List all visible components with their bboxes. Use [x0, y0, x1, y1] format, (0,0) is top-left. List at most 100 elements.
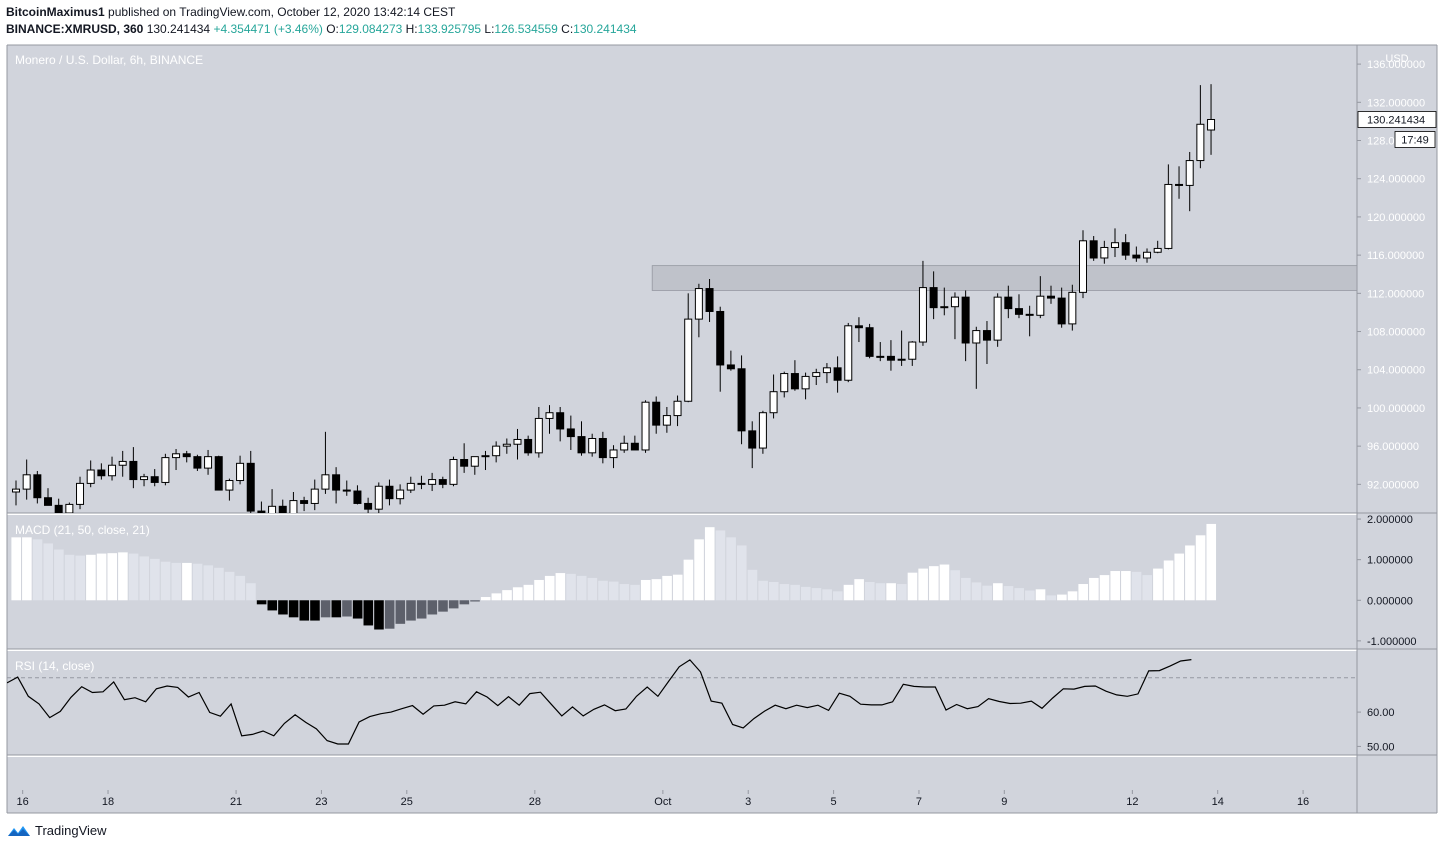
- macd-histogram-bar[interactable]: [608, 581, 619, 601]
- macd-histogram-bar[interactable]: [182, 562, 192, 601]
- candle[interactable]: [225, 478, 234, 501]
- candle[interactable]: [108, 456, 117, 481]
- macd-histogram-bar[interactable]: [192, 563, 203, 601]
- macd-histogram-bar[interactable]: [11, 537, 21, 601]
- macd-histogram-bar[interactable]: [502, 590, 512, 601]
- candle[interactable]: [705, 279, 714, 322]
- candle[interactable]: [886, 340, 895, 371]
- macd-histogram-bar[interactable]: [630, 584, 640, 601]
- macd-histogram-bar[interactable]: [544, 575, 555, 601]
- candle[interactable]: [1036, 276, 1045, 319]
- candle[interactable]: [204, 449, 213, 475]
- candle[interactable]: [1057, 287, 1066, 328]
- price-pane[interactable]: [12, 84, 1358, 522]
- candle[interactable]: [908, 341, 917, 366]
- macd-histogram-bar[interactable]: [1163, 560, 1174, 601]
- candle[interactable]: [353, 485, 362, 505]
- candle[interactable]: [972, 326, 981, 389]
- macd-histogram-bar[interactable]: [224, 571, 235, 601]
- candle[interactable]: [822, 363, 831, 384]
- candle[interactable]: [321, 431, 330, 494]
- candle[interactable]: [801, 372, 810, 400]
- macd-histogram-bar[interactable]: [75, 555, 86, 601]
- macd-histogram-bar[interactable]: [470, 600, 480, 602]
- candle[interactable]: [193, 454, 202, 471]
- macd-histogram-bar[interactable]: [1099, 575, 1110, 601]
- macd-histogram-bar[interactable]: [1110, 571, 1121, 601]
- candle[interactable]: [566, 415, 575, 450]
- candle[interactable]: [1100, 240, 1109, 264]
- candle[interactable]: [236, 455, 245, 485]
- macd-histogram-bar[interactable]: [971, 582, 982, 601]
- candle[interactable]: [620, 435, 629, 453]
- candle[interactable]: [556, 406, 565, 442]
- macd-histogram-bar[interactable]: [1121, 571, 1131, 601]
- candle[interactable]: [897, 330, 906, 366]
- macd-histogram-bar[interactable]: [128, 553, 139, 601]
- candle[interactable]: [172, 449, 181, 471]
- candle[interactable]: [1185, 151, 1194, 212]
- candle[interactable]: [1004, 285, 1013, 319]
- candle[interactable]: [876, 342, 885, 362]
- candle[interactable]: [481, 450, 490, 471]
- macd-histogram-bar[interactable]: [865, 582, 875, 601]
- macd-histogram-bar[interactable]: [459, 600, 470, 605]
- macd-histogram-bar[interactable]: [54, 549, 64, 601]
- candle[interactable]: [1143, 248, 1152, 263]
- macd-histogram-bar[interactable]: [352, 600, 363, 619]
- macd-histogram-bar[interactable]: [619, 584, 630, 601]
- macd-histogram-bar[interactable]: [929, 566, 939, 601]
- macd-histogram-bar[interactable]: [1014, 588, 1024, 601]
- candle[interactable]: [961, 290, 970, 362]
- candle[interactable]: [182, 450, 191, 463]
- candle[interactable]: [257, 501, 266, 522]
- candle[interactable]: [524, 435, 533, 456]
- macd-histogram-bar[interactable]: [118, 552, 128, 601]
- macd-histogram-bar[interactable]: [1025, 590, 1035, 601]
- candle[interactable]: [1121, 234, 1130, 260]
- macd-histogram-bar[interactable]: [662, 575, 672, 601]
- macd-histogram-bar[interactable]: [566, 573, 576, 601]
- macd-histogram-bar[interactable]: [1067, 591, 1078, 601]
- macd-histogram-bar[interactable]: [1153, 568, 1163, 601]
- candle[interactable]: [1196, 85, 1205, 169]
- candle[interactable]: [1068, 284, 1077, 331]
- candle[interactable]: [65, 502, 74, 517]
- macd-histogram-bar[interactable]: [22, 537, 32, 601]
- candle[interactable]: [769, 374, 778, 419]
- candle[interactable]: [460, 443, 469, 473]
- candle[interactable]: [588, 433, 597, 457]
- candle[interactable]: [609, 445, 618, 469]
- macd-histogram-bar[interactable]: [961, 577, 971, 601]
- candle[interactable]: [54, 498, 63, 520]
- candle[interactable]: [129, 447, 138, 489]
- macd-histogram-bar[interactable]: [555, 573, 566, 601]
- macd-histogram-bar[interactable]: [982, 585, 992, 601]
- candle[interactable]: [1089, 236, 1098, 261]
- macd-histogram-bar[interactable]: [576, 575, 587, 601]
- macd-histogram-bar[interactable]: [342, 600, 352, 617]
- candle[interactable]: [833, 356, 842, 393]
- macd-histogram-bar[interactable]: [779, 584, 790, 601]
- candle[interactable]: [246, 450, 255, 517]
- macd-histogram-bar[interactable]: [715, 530, 726, 601]
- macd-histogram-bar[interactable]: [587, 577, 598, 601]
- candle[interactable]: [737, 355, 746, 445]
- candle[interactable]: [940, 287, 949, 316]
- macd-histogram-bar[interactable]: [278, 600, 288, 615]
- candle[interactable]: [150, 469, 159, 487]
- macd-histogram-bar[interactable]: [374, 600, 384, 630]
- macd-histogram-bar[interactable]: [918, 568, 928, 601]
- candle[interactable]: [790, 360, 799, 391]
- macd-histogram-bar[interactable]: [43, 543, 54, 601]
- macd-histogram-bar[interactable]: [384, 600, 395, 629]
- candle[interactable]: [406, 476, 415, 493]
- macd-histogram-bar[interactable]: [1003, 586, 1014, 601]
- candle[interactable]: [12, 480, 20, 506]
- time-axis[interactable]: 16 18 21 23 25 28 Oct 3 5 7 9 12 14 16: [17, 790, 1310, 808]
- candle[interactable]: [598, 431, 607, 464]
- macd-histogram-bar[interactable]: [1089, 577, 1099, 601]
- macd-histogram-bar[interactable]: [491, 593, 502, 601]
- candle[interactable]: [865, 323, 874, 359]
